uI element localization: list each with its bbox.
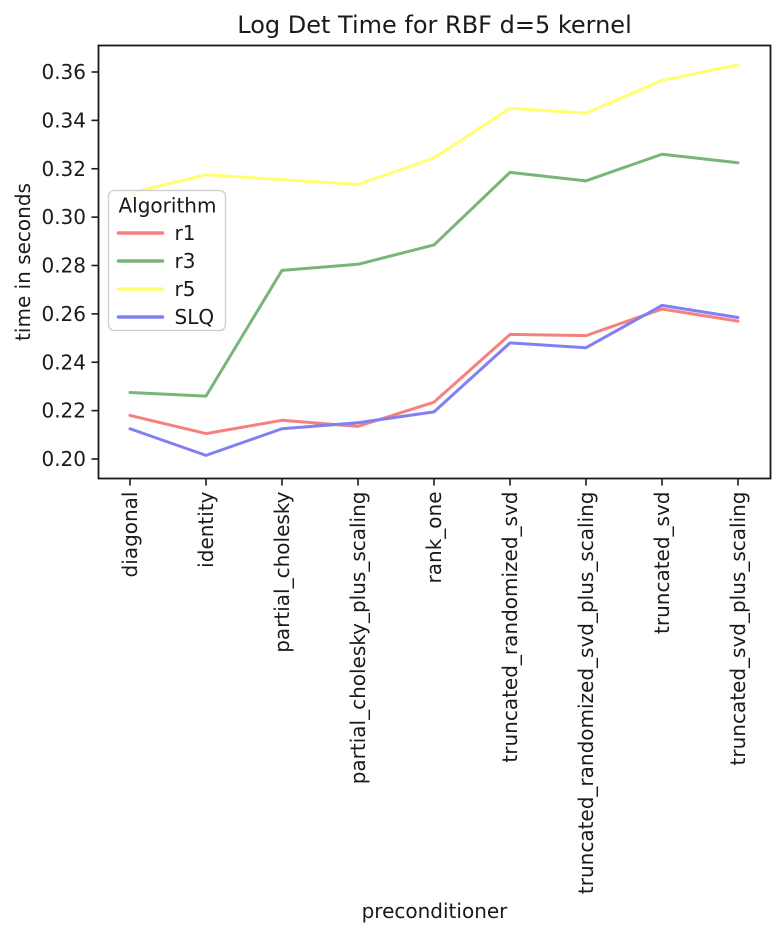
y-tick-label: 0.34 [41, 108, 86, 132]
y-tick-label: 0.32 [41, 157, 86, 181]
y-tick-label: 0.24 [41, 350, 86, 374]
y-tick-label: 0.28 [41, 254, 86, 278]
x-tick-label: diagonal [118, 492, 142, 578]
legend-item-label: r5 [175, 277, 196, 301]
x-axis-label: preconditioner [362, 899, 509, 923]
legend-item-label: r1 [175, 221, 196, 245]
x-tick-label: partial_cholesky [270, 491, 294, 652]
x-tick-label: truncated_svd_plus_scaling [726, 492, 750, 766]
x-tick-label: truncated_randomized_svd [498, 492, 522, 763]
y-tick-label: 0.36 [41, 60, 86, 84]
legend-frame [107, 189, 227, 332]
series-line-SLQ [128, 303, 740, 457]
chart-title: Log Det Time for RBF d=5 kernel [237, 11, 632, 39]
x-tick-label: identity [194, 491, 218, 567]
y-axis-label: time in seconds [11, 183, 35, 341]
series-line-r5 [128, 63, 740, 195]
x-tick-label: rank_one [422, 492, 446, 584]
x-tick-label: partial_cholesky_plus_scaling [346, 492, 370, 785]
legend: Algorithm r1 r3 r5 SLQ [107, 189, 227, 332]
legend-item-label: SLQ [175, 305, 215, 329]
legend-title: Algorithm [119, 194, 217, 218]
legend-item-label: r3 [175, 249, 196, 273]
x-tick-label: truncated_randomized_svd_plus_scaling [574, 492, 598, 895]
y-tick-label: 0.26 [41, 302, 86, 326]
y-tick-label: 0.20 [41, 447, 86, 471]
y-tick-label: 0.22 [41, 399, 86, 423]
series-line-r3 [128, 152, 740, 398]
y-tick-label: 0.30 [41, 205, 86, 229]
x-tick-label: truncated_svd [650, 492, 674, 634]
